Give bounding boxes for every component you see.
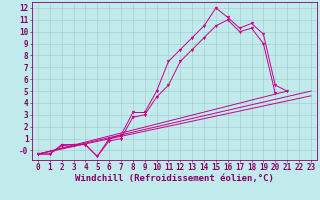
X-axis label: Windchill (Refroidissement éolien,°C): Windchill (Refroidissement éolien,°C) xyxy=(75,174,274,183)
